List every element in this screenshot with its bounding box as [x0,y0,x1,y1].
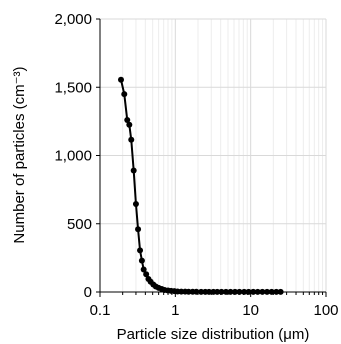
data-point [132,200,139,207]
y-tick-label: 500 [67,216,92,233]
data-point [259,288,266,295]
x-axis-tick-labels: 0.1 1 10 100 [90,302,339,319]
data-point [140,266,147,273]
x-tick-label: 10 [242,302,259,319]
x-axis-title: Particle size distribution (μm) [117,326,310,343]
data-point [254,288,261,295]
data-point [236,288,243,295]
data-point [138,257,145,264]
data-point [227,288,234,295]
data-point [218,288,225,295]
data-point [198,288,205,295]
x-tick-label: 0.1 [90,302,111,319]
data-point [264,288,271,295]
data-point [126,121,133,128]
x-tick-label: 1 [171,302,179,319]
x-tick-label: 100 [313,302,338,319]
y-axis-title: Number of particles (cm⁻³) [11,66,28,243]
y-axis-tick-labels: 0 500 1,000 1,500 2,000 [54,11,92,301]
data-point [135,226,142,233]
data-point [250,288,257,295]
grid [99,18,327,293]
y-tick-label: 0 [84,284,92,301]
y-tick-label: 1,500 [54,79,92,96]
data-point [143,271,150,278]
data-point [268,288,275,295]
data-point [128,136,135,143]
data-point [277,288,284,295]
data-point [130,167,137,174]
data-point [222,288,229,295]
data-point [214,288,221,295]
y-tick-label: 2,000 [54,11,92,28]
data-point [232,288,239,295]
data-point [117,76,124,83]
y-tick-label: 1,000 [54,148,92,165]
data-point [121,91,128,98]
data-point [241,288,248,295]
data-point [193,288,200,295]
data-point [206,288,213,295]
data-point [245,288,252,295]
data-series [117,76,284,295]
data-point [124,117,131,124]
data-point [137,247,144,254]
data-point [273,288,280,295]
